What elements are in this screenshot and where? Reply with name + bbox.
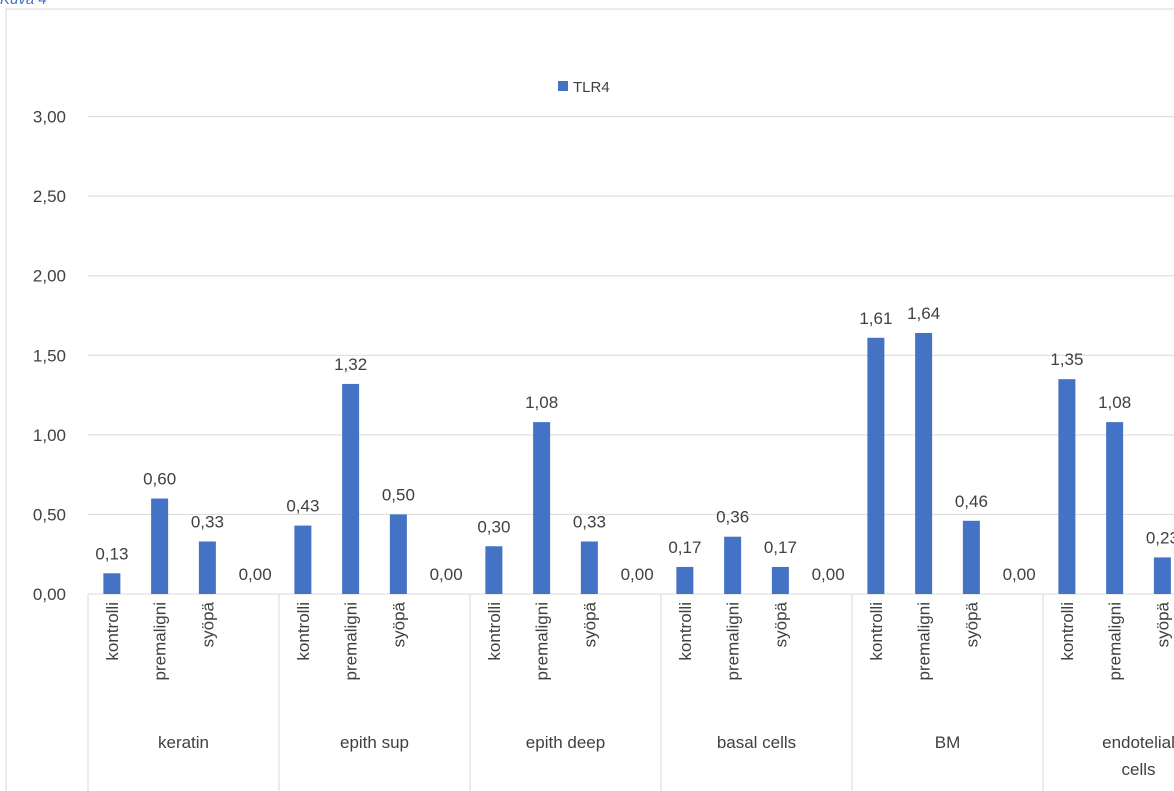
data-label: 0,60 (143, 470, 176, 489)
legend: TLR4 (558, 79, 610, 96)
category-label: premaligni (724, 602, 743, 680)
data-label: 0,17 (764, 538, 797, 557)
bar (580, 541, 598, 594)
data-label: 1,08 (525, 393, 558, 412)
legend-label-tlr4: TLR4 (573, 79, 610, 96)
data-label: 0,33 (573, 512, 606, 531)
data-label: 0,43 (286, 497, 319, 516)
data-label: 0,00 (621, 565, 654, 584)
bar (724, 536, 742, 594)
y-tick-label: 2,00 (33, 267, 66, 286)
chart-border (5, 8, 1174, 791)
category-label: syöpä (1153, 601, 1172, 647)
bar (915, 333, 933, 594)
bar (1106, 422, 1124, 594)
data-label: 1,35 (1050, 350, 1083, 369)
bar (342, 383, 360, 594)
y-tick-label: 1,50 (33, 346, 66, 365)
data-label: 1,08 (1098, 393, 1131, 412)
data-label: 0,23 (1146, 528, 1174, 547)
data-label: 0,50 (382, 485, 415, 504)
data-label: 1,64 (907, 304, 940, 323)
category-label: kontrolli (294, 602, 313, 661)
category-label: kontrolli (1058, 602, 1077, 661)
bar (676, 566, 694, 594)
category-label: syöpä (771, 601, 790, 647)
category-label: kontrolli (485, 602, 504, 661)
data-labels: 0,13 0,60 0,33 0,00 0,43 1,32 0,50 0,00 0,30 1,08… (95, 304, 1174, 584)
bar (198, 541, 216, 594)
group-label: basal cells (717, 733, 796, 752)
bar (1153, 557, 1171, 594)
category-label: premaligni (342, 602, 361, 680)
bar (151, 498, 169, 594)
data-label: 0,46 (955, 492, 988, 511)
category-label: syöpä (198, 601, 217, 647)
category-label: syöpä (580, 601, 599, 647)
category-label: premaligni (151, 602, 170, 680)
bars (103, 333, 1171, 594)
category-label: syöpä (389, 601, 408, 647)
bar (867, 337, 885, 594)
category-label: premaligni (1106, 602, 1125, 680)
bar (962, 520, 980, 594)
figure-caption: Kuva 4 (0, 0, 47, 8)
bar (485, 546, 503, 594)
category-label: kontrolli (867, 602, 886, 661)
category-label: kontrolli (676, 602, 695, 661)
y-tick-label: 0,00 (33, 585, 66, 604)
data-label: 0,00 (430, 565, 463, 584)
data-label: 0,00 (239, 565, 272, 584)
group-label: endotelial cells (1102, 733, 1174, 779)
data-label: 0,00 (812, 565, 845, 584)
group-label: epith deep (526, 733, 605, 752)
category-label: kontrolli (103, 602, 122, 661)
legend-swatch-tlr4 (558, 81, 568, 91)
data-label: 1,61 (859, 309, 892, 328)
group-label: keratin (158, 733, 209, 752)
category-label: syöpä (962, 601, 981, 647)
data-label: 0,13 (95, 544, 128, 563)
bar (103, 573, 121, 594)
group-label: epith sup (340, 733, 409, 752)
y-tick-label: 2,50 (33, 187, 66, 206)
y-tick-label: 3,00 (33, 108, 66, 127)
data-label: 0,17 (668, 538, 701, 557)
category-label: premaligni (915, 602, 934, 680)
data-label: 0,30 (477, 517, 510, 536)
data-label: 0,33 (191, 512, 224, 531)
y-tick-label: 0,50 (33, 505, 66, 524)
bar (533, 422, 551, 594)
bar (294, 525, 312, 594)
bar (389, 514, 407, 594)
data-label: 0,36 (716, 508, 749, 527)
data-label: 1,32 (334, 355, 367, 374)
gridlines (88, 116, 1174, 595)
x-axis: kontrolli premaligni syöpä keratin kontrolli… (87, 594, 1174, 791)
category-label: premaligni (533, 602, 552, 680)
bar (771, 566, 789, 594)
data-label: 0,00 (1003, 565, 1036, 584)
bar (1058, 379, 1076, 594)
group-label: BM (935, 733, 961, 752)
y-axis: 0,00 0,50 1,00 1,50 2,00 2,50 3,00 (33, 108, 66, 604)
y-tick-label: 1,00 (33, 426, 66, 445)
